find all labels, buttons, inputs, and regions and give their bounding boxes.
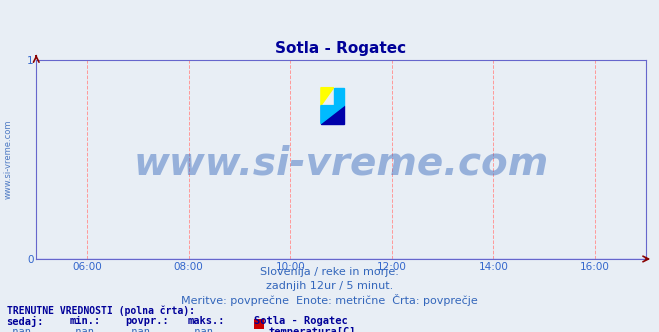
Text: -nan: -nan	[69, 327, 94, 332]
Polygon shape	[333, 88, 344, 106]
Polygon shape	[321, 106, 344, 124]
Text: Sotla - Rogatec: Sotla - Rogatec	[254, 316, 347, 326]
Text: maks.:: maks.:	[188, 316, 225, 326]
Title: Sotla - Rogatec: Sotla - Rogatec	[275, 41, 407, 56]
Text: www.si-vreme.com: www.si-vreme.com	[133, 144, 549, 182]
Text: temperatura[C]: temperatura[C]	[268, 327, 356, 332]
Text: povpr.:: povpr.:	[125, 316, 169, 326]
Polygon shape	[321, 88, 333, 106]
Text: -nan: -nan	[188, 327, 213, 332]
Text: -nan: -nan	[7, 327, 32, 332]
Text: TRENUTNE VREDNOSTI (polna črta):: TRENUTNE VREDNOSTI (polna črta):	[7, 305, 194, 316]
Polygon shape	[321, 106, 344, 124]
Text: -nan: -nan	[125, 327, 150, 332]
Text: Meritve: povprečne  Enote: metrične  Črta: povprečje: Meritve: povprečne Enote: metrične Črta:…	[181, 294, 478, 306]
Text: www.si-vreme.com: www.si-vreme.com	[4, 120, 13, 199]
Text: zadnjih 12ur / 5 minut.: zadnjih 12ur / 5 minut.	[266, 281, 393, 290]
Text: sedaj:: sedaj:	[7, 316, 44, 327]
Text: Slovenija / reke in morje.: Slovenija / reke in morje.	[260, 267, 399, 277]
Text: min.:: min.:	[69, 316, 100, 326]
